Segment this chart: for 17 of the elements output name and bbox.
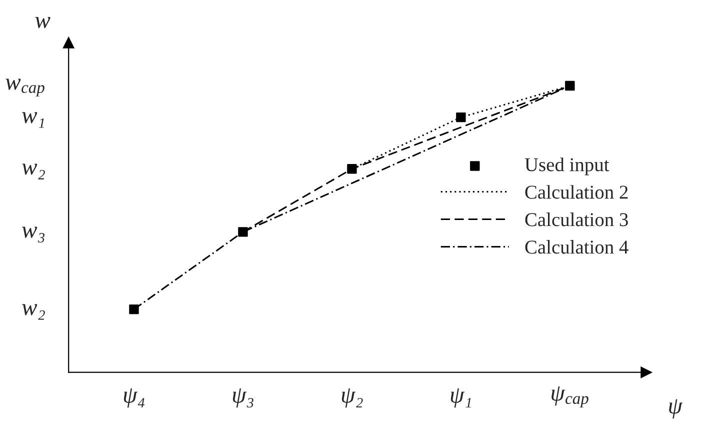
x-tick-label: ψ₃ bbox=[232, 388, 254, 408]
x-axis-title: ψ bbox=[669, 399, 683, 418]
legend-label: Calculation 3 bbox=[525, 212, 628, 226]
text: w bbox=[35, 17, 50, 28]
x-tick-label: ψ$_{cap}$ bbox=[552, 386, 588, 408]
legend-label: Calculation 4 bbox=[525, 240, 628, 254]
legend-label: Calculation 2 bbox=[525, 185, 628, 199]
text: cap bbox=[22, 85, 44, 96]
text: w₂ bbox=[22, 304, 45, 320]
x-tick-label: ψ₁ bbox=[450, 388, 471, 408]
text: w₂ bbox=[22, 164, 45, 180]
text: w₁ bbox=[22, 112, 44, 128]
y-axis-title: w bbox=[6, 78, 21, 90]
x-tick-label: ψ₄ bbox=[124, 388, 145, 408]
x-tick-label: ψ₂ bbox=[342, 388, 363, 408]
text: w₃ bbox=[22, 226, 45, 243]
legend-label: Used input bbox=[524, 158, 610, 176]
